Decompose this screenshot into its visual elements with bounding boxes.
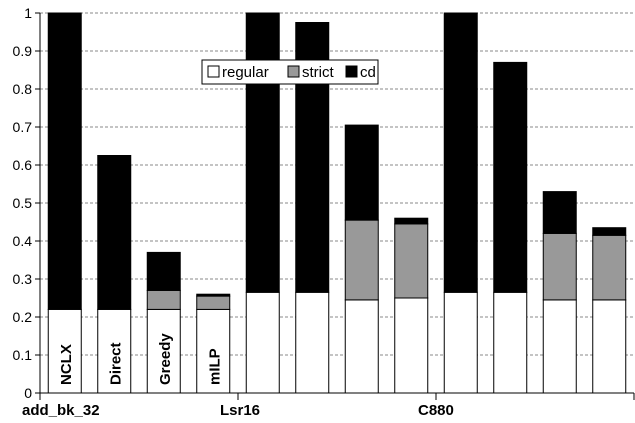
gridlines: [40, 12, 634, 356]
y-tick-label: 0.4: [13, 233, 33, 249]
bar-segment-cd: [394, 217, 429, 225]
bar-segment-strict: [394, 223, 429, 299]
bar-segment-strict: [146, 289, 181, 310]
y-tick-label: 0.2: [13, 309, 33, 325]
axes: [35, 12, 635, 400]
y-tick-label: 0.7: [13, 119, 33, 135]
legend-label-cd: cd: [360, 64, 376, 81]
group-label: add_bk_32: [22, 402, 100, 419]
bar-segment-regular: [493, 291, 528, 394]
bar-segment-regular: [146, 308, 181, 394]
method-label: Greedy: [157, 333, 174, 385]
bar-segment-cd: [47, 12, 82, 310]
bar-segment-cd: [493, 61, 528, 293]
bar-segment-regular: [295, 291, 330, 394]
legend-swatch-cd: [345, 65, 358, 78]
y-tick-label: 1: [24, 5, 32, 21]
legend: regular strict cd: [201, 59, 379, 85]
bar-segment-strict: [196, 295, 231, 310]
bar-segment-strict: [344, 219, 379, 301]
y-tick-label: 0.1: [13, 347, 33, 363]
bar-segment-regular: [394, 297, 429, 394]
bar-segment-regular: [344, 299, 379, 394]
method-label: NCLX: [58, 344, 75, 385]
y-tick-label: 0.6: [13, 157, 33, 173]
legend-label-regular: regular: [222, 64, 269, 81]
legend-swatch-regular: [207, 65, 220, 78]
bar-segment-regular: [97, 308, 132, 394]
legend-swatch-strict: [287, 65, 300, 78]
y-tick-label: 0.3: [13, 271, 33, 287]
group-label: Lsr16: [220, 402, 260, 419]
bar-segment-regular: [196, 308, 231, 394]
bar-segment-regular: [47, 308, 82, 394]
bar-segment-cd: [542, 191, 577, 234]
bar-segment-regular: [542, 299, 577, 394]
bar-segment-regular: [592, 299, 627, 394]
y-tick-label: 0.8: [13, 81, 33, 97]
bar-segment-cd: [97, 155, 132, 310]
bar-segment-cd: [196, 293, 231, 297]
bar-segment-regular: [443, 291, 478, 394]
bar-segment-cd: [592, 227, 627, 236]
y-tick-label: 0.9: [13, 43, 33, 59]
group-label: C880: [418, 402, 454, 419]
labels: 0 0.1 0.2 0.3 0.4 0.5 0.6 0.7 0.8 0.9 1 NCLX Direct G…: [13, 5, 454, 419]
bar-segment-cd: [443, 12, 478, 293]
y-tick-label: 0: [24, 385, 32, 401]
y-tick-label: 0.5: [13, 195, 33, 211]
bar-segment-cd: [245, 12, 280, 293]
bar-segment-regular: [245, 291, 280, 394]
bars: [47, 12, 627, 394]
bar-segment-strict: [592, 234, 627, 301]
bar-segment-strict: [542, 232, 577, 301]
bar-segment-cd: [146, 251, 181, 291]
bar-segment-cd: [344, 124, 379, 221]
method-label: mILP: [206, 348, 223, 385]
method-label: Direct: [107, 342, 124, 385]
legend-label-strict: strict: [302, 64, 334, 81]
